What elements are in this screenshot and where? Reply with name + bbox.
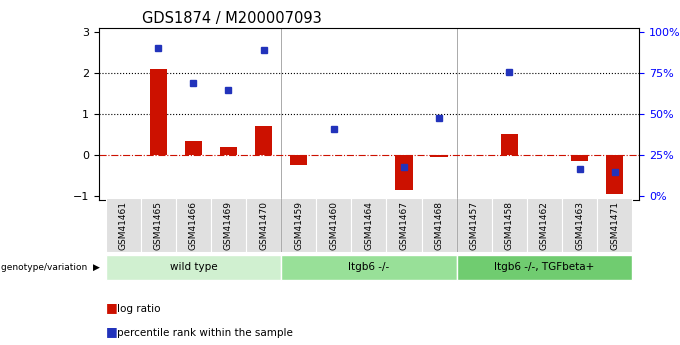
Text: GSM41460: GSM41460 bbox=[329, 201, 338, 250]
Text: GSM41457: GSM41457 bbox=[470, 201, 479, 250]
Text: GSM41470: GSM41470 bbox=[259, 201, 268, 250]
Bar bbox=[457, 198, 492, 252]
Bar bbox=[316, 198, 352, 252]
Text: GSM41466: GSM41466 bbox=[189, 201, 198, 250]
Bar bbox=[211, 198, 246, 252]
Bar bbox=[562, 198, 597, 252]
Bar bbox=[220, 147, 237, 155]
Bar bbox=[422, 198, 457, 252]
Text: GSM41471: GSM41471 bbox=[610, 201, 619, 250]
Text: Itgb6 -/-, TGFbeta+: Itgb6 -/-, TGFbeta+ bbox=[494, 263, 594, 272]
Bar bbox=[281, 255, 457, 280]
Bar bbox=[290, 155, 307, 165]
Text: percentile rank within the sample: percentile rank within the sample bbox=[117, 328, 293, 338]
Bar bbox=[281, 198, 316, 252]
Bar bbox=[527, 198, 562, 252]
Text: GSM41464: GSM41464 bbox=[364, 201, 373, 250]
Text: ■: ■ bbox=[105, 325, 117, 338]
Text: Itgb6 -/-: Itgb6 -/- bbox=[348, 263, 390, 272]
Text: genotype/variation  ▶: genotype/variation ▶ bbox=[1, 263, 100, 272]
Bar bbox=[500, 135, 518, 155]
Bar bbox=[150, 69, 167, 155]
Text: ■: ■ bbox=[105, 300, 117, 314]
Bar bbox=[105, 255, 281, 280]
Text: GSM41461: GSM41461 bbox=[119, 201, 128, 250]
Bar bbox=[246, 198, 281, 252]
Bar bbox=[597, 198, 632, 252]
Text: GSM41458: GSM41458 bbox=[505, 201, 514, 250]
Bar bbox=[571, 155, 588, 161]
Bar bbox=[352, 198, 386, 252]
Bar bbox=[176, 198, 211, 252]
Bar bbox=[255, 126, 273, 155]
Bar bbox=[184, 140, 202, 155]
Bar bbox=[141, 198, 176, 252]
Text: GSM41459: GSM41459 bbox=[294, 201, 303, 250]
Text: GSM41465: GSM41465 bbox=[154, 201, 163, 250]
Bar bbox=[105, 198, 141, 252]
Text: GSM41469: GSM41469 bbox=[224, 201, 233, 250]
Bar bbox=[386, 198, 422, 252]
Text: GSM41468: GSM41468 bbox=[435, 201, 443, 250]
Text: GSM41463: GSM41463 bbox=[575, 201, 584, 250]
Text: GSM41462: GSM41462 bbox=[540, 201, 549, 250]
Text: GDS1874 / M200007093: GDS1874 / M200007093 bbox=[142, 11, 322, 27]
Bar bbox=[457, 255, 632, 280]
Bar bbox=[395, 155, 413, 190]
Text: log ratio: log ratio bbox=[117, 304, 160, 314]
Text: GSM41467: GSM41467 bbox=[400, 201, 409, 250]
Bar bbox=[492, 198, 527, 252]
Bar bbox=[606, 155, 624, 194]
Text: wild type: wild type bbox=[169, 263, 217, 272]
Bar bbox=[430, 155, 448, 157]
